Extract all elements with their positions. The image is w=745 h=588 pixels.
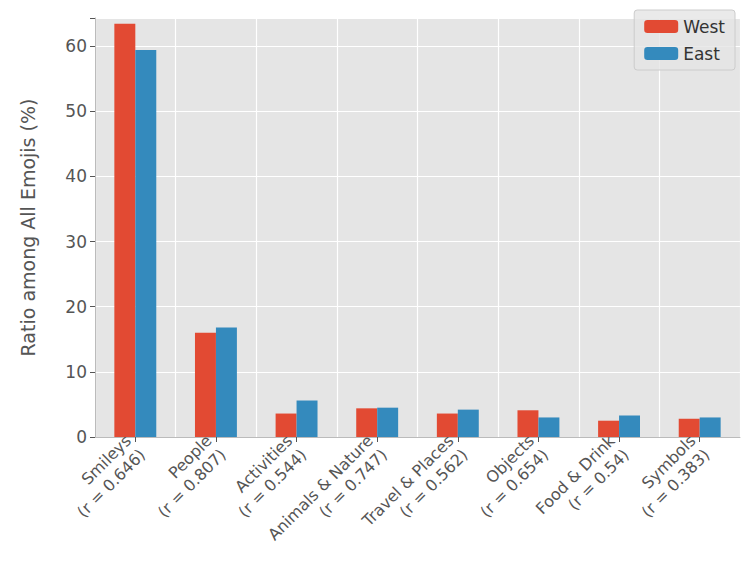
- svg-text:Animals & Nature: Animals & Nature: [264, 431, 377, 544]
- svg-text:People: People: [164, 431, 216, 483]
- svg-text:40: 40: [65, 166, 87, 186]
- svg-text:Ratio among All Emojis (%): Ratio among All Emojis (%): [17, 99, 39, 357]
- svg-text:20: 20: [65, 297, 87, 317]
- svg-text:Food & Drink: Food & Drink: [532, 431, 619, 518]
- svg-text:(r = 0.807): (r = 0.807): [154, 445, 230, 521]
- svg-text:East: East: [683, 44, 720, 64]
- svg-text:Travel & Places: Travel & Places: [358, 431, 458, 531]
- svg-text:Symbols: Symbols: [637, 431, 700, 493]
- svg-text:50: 50: [65, 101, 87, 121]
- svg-text:(r = 0.383): (r = 0.383): [638, 445, 714, 521]
- svg-text:(r = 0.747): (r = 0.747): [315, 445, 391, 522]
- svg-text:Activities: Activities: [231, 431, 297, 497]
- svg-text:10: 10: [65, 362, 87, 382]
- svg-text:60: 60: [65, 36, 87, 56]
- svg-text:30: 30: [65, 232, 87, 252]
- svg-text:Objects: Objects: [481, 431, 539, 488]
- svg-text:West: West: [683, 17, 725, 37]
- svg-text:(r = 0.646): (r = 0.646): [73, 445, 149, 521]
- svg-text:(r = 0.562): (r = 0.562): [396, 445, 472, 521]
- svg-text:(r = 0.654): (r = 0.654): [476, 445, 553, 522]
- svg-text:(r = 0.544): (r = 0.544): [234, 445, 311, 522]
- svg-text:0: 0: [76, 427, 87, 447]
- svg-text:(r = 0.54): (r = 0.54): [564, 445, 633, 514]
- svg-text:Smileys: Smileys: [77, 431, 135, 489]
